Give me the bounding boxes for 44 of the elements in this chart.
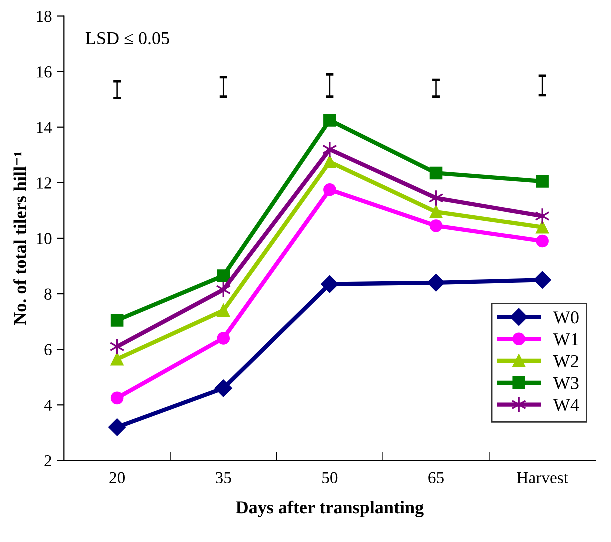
y-tick-label: 10 <box>37 233 52 244</box>
x-axis-title: Days after transplanting <box>236 500 424 518</box>
y-tick-label: 8 <box>44 288 52 300</box>
point <box>430 166 443 180</box>
x-tick-label: 65 <box>428 472 444 484</box>
point <box>321 276 339 294</box>
point <box>217 270 230 282</box>
legend-label: W2 <box>553 355 578 368</box>
legend-label: W4 <box>553 399 580 412</box>
point <box>536 175 549 188</box>
point <box>110 352 124 366</box>
point <box>536 234 549 248</box>
point <box>430 206 443 218</box>
point <box>324 156 336 168</box>
legend-label: W3 <box>553 377 579 390</box>
x-tick-label: Harvest <box>517 472 568 484</box>
x-tick-label: 20 <box>110 472 126 484</box>
annotation: LSD ≤ 0.05 <box>86 32 170 45</box>
y-tick-label: 18 <box>37 10 52 22</box>
point <box>108 418 126 436</box>
point <box>428 274 445 292</box>
y-tick-label: 16 <box>37 66 52 78</box>
y-tick-label: 14 <box>37 122 52 134</box>
point <box>110 392 124 405</box>
point <box>324 114 336 127</box>
legend-label: W1 <box>553 334 578 346</box>
point <box>217 332 230 345</box>
y-tick-label: 4 <box>44 400 52 411</box>
y-axis-title: No. of total tilers hill⁻¹ <box>14 152 27 326</box>
y-tick-label: 12 <box>37 178 52 189</box>
point <box>322 141 338 158</box>
point <box>430 220 443 232</box>
x-tick-label: 35 <box>216 472 232 484</box>
point <box>110 314 124 327</box>
point <box>536 220 549 234</box>
point <box>217 304 230 318</box>
y-tick-label: 6 <box>44 344 52 356</box>
x-tick-label: 50 <box>322 472 338 484</box>
point <box>324 183 336 196</box>
point <box>535 208 550 225</box>
y-tick-label: 2 <box>44 455 52 466</box>
point <box>534 271 552 289</box>
point <box>214 380 232 398</box>
legend-label: W0 <box>553 312 579 324</box>
